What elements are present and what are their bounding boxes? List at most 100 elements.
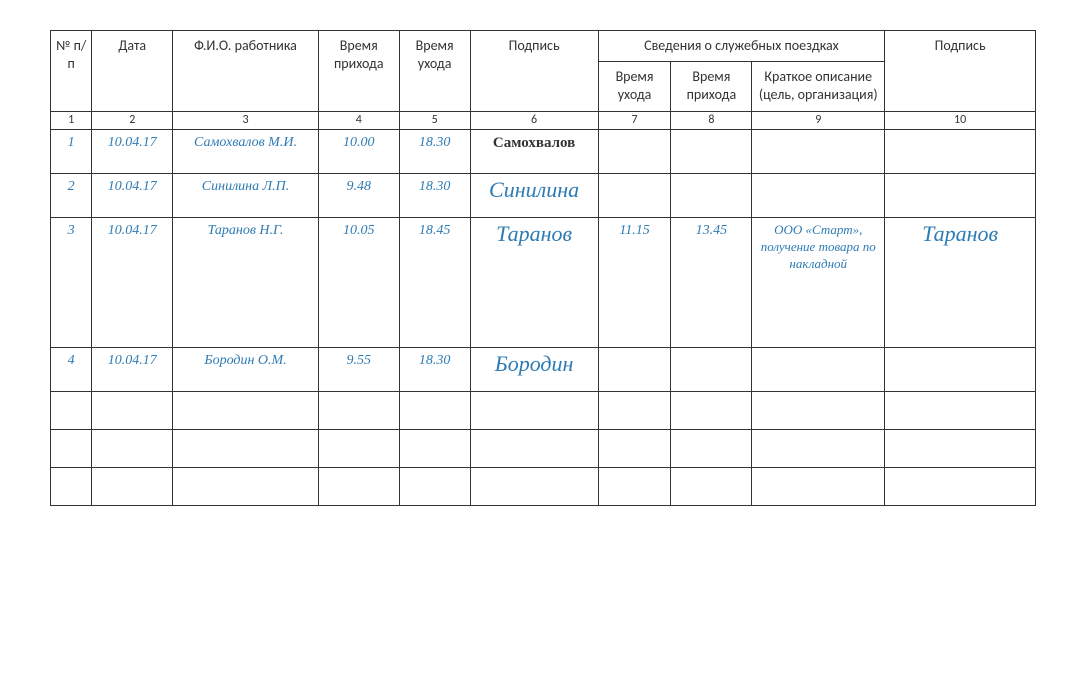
cell-trip-desc: ООО «Старт», получение товара по накладн… [752,218,885,348]
cell-date: 10.04.17 [92,130,173,174]
cell-empty [752,430,885,468]
cell-num: 4 [51,348,92,392]
cell-num: 1 [51,130,92,174]
cell-signature2 [885,130,1036,174]
cell-trip-desc [752,174,885,218]
cell-time-out: 18.45 [399,218,470,348]
column-number: 8 [671,111,752,130]
table-row: 410.04.17Бородин О.М.9.5518.30Бородин [51,348,1036,392]
cell-fio: Синилина Л.П. [173,174,319,218]
cell-empty [598,430,671,468]
column-number: 7 [598,111,671,130]
column-number: 6 [470,111,598,130]
cell-empty [399,430,470,468]
cell-signature2 [885,174,1036,218]
table-body: 110.04.17Самохвалов М.И.10.0018.30Самохв… [51,130,1036,506]
cell-empty [885,430,1036,468]
column-number: 4 [318,111,399,130]
cell-empty [399,392,470,430]
cell-trip-out: 11.15 [598,218,671,348]
cell-date: 10.04.17 [92,218,173,348]
cell-empty [92,430,173,468]
cell-empty [318,392,399,430]
table-row-empty [51,468,1036,506]
header-time-out: Время ухода [399,31,470,112]
cell-empty [470,430,598,468]
table-row: 210.04.17Синилина Л.П.9.4818.30Синилина [51,174,1036,218]
cell-empty [318,430,399,468]
table-row-empty [51,392,1036,430]
cell-empty [671,468,752,506]
column-number: 3 [173,111,319,130]
cell-empty [173,392,319,430]
cell-fio: Бородин О.М. [173,348,319,392]
cell-empty [598,468,671,506]
cell-empty [885,392,1036,430]
cell-signature: Бородин [470,348,598,392]
cell-empty [598,392,671,430]
cell-trip-desc [752,348,885,392]
cell-empty [885,468,1036,506]
cell-date: 10.04.17 [92,348,173,392]
header-trip-out: Время ухода [598,62,671,111]
cell-time-in: 9.55 [318,348,399,392]
header-trip-desc: Краткое описание (цель, организация) [752,62,885,111]
cell-empty [51,468,92,506]
cell-time-out: 18.30 [399,348,470,392]
cell-signature: Самохвалов [470,130,598,174]
cell-empty [470,392,598,430]
cell-trip-out [598,130,671,174]
column-number-row: 12345678910 [51,111,1036,130]
header-time-in: Время прихода [318,31,399,112]
cell-num: 3 [51,218,92,348]
cell-signature2: Таранов [885,218,1036,348]
column-number: 1 [51,111,92,130]
cell-empty [173,468,319,506]
cell-empty [173,430,319,468]
cell-trip-out [598,174,671,218]
column-number: 2 [92,111,173,130]
column-number: 10 [885,111,1036,130]
cell-signature2 [885,348,1036,392]
cell-empty [51,392,92,430]
cell-empty [671,430,752,468]
cell-fio: Таранов Н.Г. [173,218,319,348]
cell-time-in: 10.05 [318,218,399,348]
cell-empty [470,468,598,506]
cell-empty [671,392,752,430]
cell-time-out: 18.30 [399,174,470,218]
cell-trip-in [671,130,752,174]
cell-date: 10.04.17 [92,174,173,218]
cell-trip-out [598,348,671,392]
cell-empty [399,468,470,506]
cell-time-out: 18.30 [399,130,470,174]
cell-empty [51,430,92,468]
column-number: 9 [752,111,885,130]
cell-empty [752,468,885,506]
header-trip-in: Время прихода [671,62,752,111]
cell-time-in: 10.00 [318,130,399,174]
cell-trip-in: 13.45 [671,218,752,348]
cell-empty [752,392,885,430]
header-fio: Ф.И.О. работника [173,31,319,112]
column-number: 5 [399,111,470,130]
cell-empty [92,392,173,430]
cell-num: 2 [51,174,92,218]
cell-trip-in [671,348,752,392]
table-row-empty [51,430,1036,468]
header-num: № п/п [51,31,92,112]
cell-signature: Синилина [470,174,598,218]
cell-empty [318,468,399,506]
cell-trip-desc [752,130,885,174]
cell-trip-in [671,174,752,218]
cell-signature: Таранов [470,218,598,348]
header-date: Дата [92,31,173,112]
cell-empty [92,468,173,506]
table-row: 310.04.17Таранов Н.Г.10.0518.45Таранов11… [51,218,1036,348]
header-sign1: Подпись [470,31,598,112]
cell-fio: Самохвалов М.И. [173,130,319,174]
header-sign2: Подпись [885,31,1036,112]
header-trips: Сведения о служебных поездках [598,31,885,62]
table-row: 110.04.17Самохвалов М.И.10.0018.30Самохв… [51,130,1036,174]
cell-time-in: 9.48 [318,174,399,218]
